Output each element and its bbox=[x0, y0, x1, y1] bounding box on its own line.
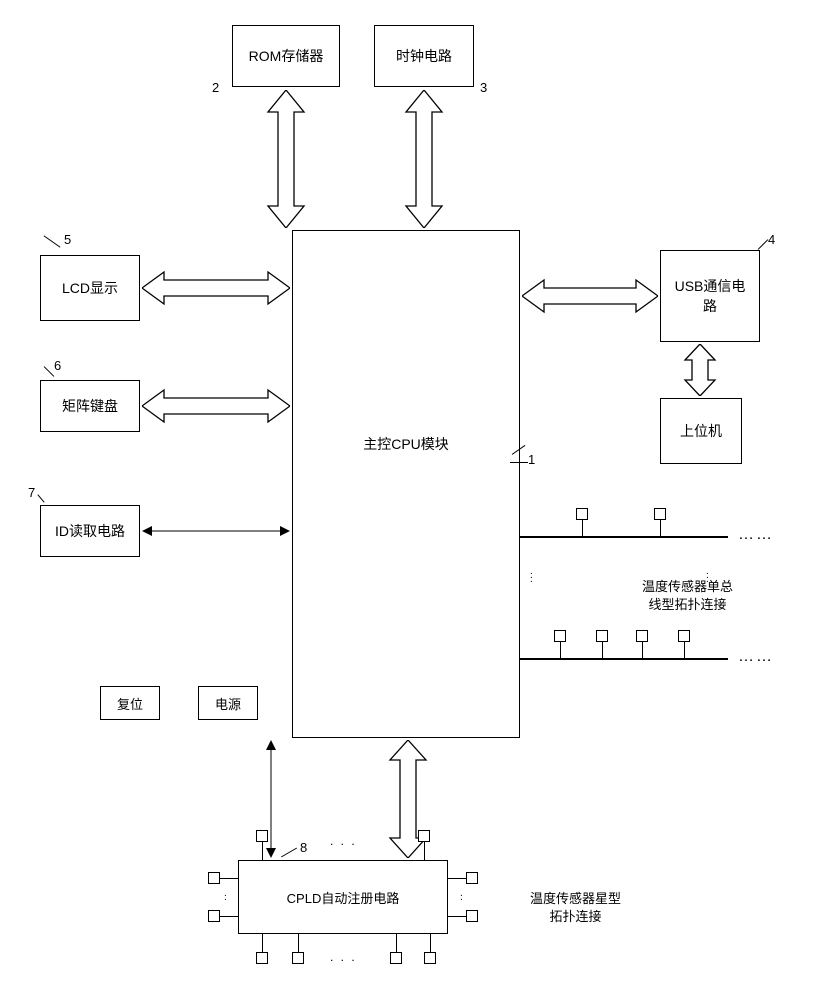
lcd-block: LCD显示 bbox=[40, 255, 140, 321]
num-5: 5 bbox=[64, 232, 71, 247]
bus2-n4 bbox=[678, 630, 690, 642]
lcd-lead bbox=[44, 235, 61, 247]
star-t1 bbox=[256, 830, 268, 842]
clock-label: 时钟电路 bbox=[396, 46, 452, 66]
star-b2 bbox=[292, 952, 304, 964]
star-l2 bbox=[208, 910, 220, 922]
star-l1-s bbox=[220, 878, 238, 879]
keypad-block: 矩阵键盘 bbox=[40, 380, 140, 432]
idread-lead bbox=[37, 494, 44, 502]
arrow-clock-cpu bbox=[402, 90, 446, 228]
star-topology-label: 温度传感器星型 拓扑连接 bbox=[530, 890, 621, 926]
bus2-n2 bbox=[596, 630, 608, 642]
star-t1-s bbox=[262, 842, 263, 860]
star-t3-s bbox=[424, 842, 425, 860]
host-label: 上位机 bbox=[680, 421, 722, 441]
arrow-id-cpu bbox=[142, 524, 290, 538]
num-4: 4 bbox=[768, 232, 775, 247]
star-r1 bbox=[466, 872, 478, 884]
star-t3 bbox=[418, 830, 430, 842]
usb-block: USB通信电 路 bbox=[660, 250, 760, 342]
bus2-n3 bbox=[636, 630, 648, 642]
cpld-block: CPLD自动注册电路 bbox=[238, 860, 448, 934]
num-6: 6 bbox=[54, 358, 61, 373]
arrow-rom-cpu bbox=[264, 90, 308, 228]
bus-row2 bbox=[520, 658, 728, 660]
bus1-n2 bbox=[654, 508, 666, 520]
star-b4 bbox=[424, 952, 436, 964]
star-b3-s bbox=[396, 934, 397, 952]
power-label: 电源 bbox=[215, 694, 241, 713]
bus1-n2-stem bbox=[660, 520, 661, 536]
bus2-dots: …… bbox=[738, 648, 774, 666]
star-dots-left: .. bbox=[224, 892, 227, 900]
clock-block: 时钟电路 bbox=[374, 25, 474, 87]
idread-label: ID读取电路 bbox=[55, 521, 125, 541]
star-dots-right: .. bbox=[460, 892, 463, 900]
lcd-label: LCD显示 bbox=[62, 278, 118, 298]
star-b2-s bbox=[298, 934, 299, 952]
cpu-num-lead bbox=[510, 462, 528, 463]
arrow-lcd-cpu bbox=[142, 268, 290, 308]
idread-block: ID读取电路 bbox=[40, 505, 140, 557]
bus-vdots-right: ... bbox=[706, 570, 709, 582]
num-7: 7 bbox=[28, 485, 35, 500]
star-r2 bbox=[466, 910, 478, 922]
reset-label: 复位 bbox=[117, 694, 143, 713]
num-1: 1 bbox=[528, 452, 535, 467]
cpu-label: 主控CPU模块 bbox=[363, 434, 449, 454]
rom-block: ROM存储器 bbox=[232, 25, 340, 87]
bus2-n4-stem bbox=[684, 642, 685, 658]
star-r2-s bbox=[448, 916, 466, 917]
star-r1-s bbox=[448, 878, 466, 879]
star-dots-bottom: . . . bbox=[330, 950, 357, 964]
bus-row1 bbox=[520, 536, 728, 538]
arrow-keypad-cpu bbox=[142, 386, 290, 426]
reset-block: 复位 bbox=[100, 686, 160, 720]
star-l2-s bbox=[220, 916, 238, 917]
num-8: 8 bbox=[300, 840, 307, 855]
usb-label: USB通信电 路 bbox=[675, 276, 746, 316]
bus-topology-label: 温度传感器单总 线型拓扑连接 bbox=[642, 578, 733, 614]
bus2-n3-stem bbox=[642, 642, 643, 658]
star-dots-top: . . . bbox=[330, 834, 357, 848]
star-b1 bbox=[256, 952, 268, 964]
arrow-cpu-usb bbox=[522, 276, 658, 316]
cpu-block: 主控CPU模块 bbox=[292, 230, 520, 738]
star-b3 bbox=[390, 952, 402, 964]
host-block: 上位机 bbox=[660, 398, 742, 464]
bus2-n1-stem bbox=[560, 642, 561, 658]
cpld-lead bbox=[281, 848, 297, 858]
cpld-label: CPLD自动注册电路 bbox=[287, 888, 400, 907]
bus2-n2-stem bbox=[602, 642, 603, 658]
power-block: 电源 bbox=[198, 686, 258, 720]
bus1-n1-stem bbox=[582, 520, 583, 536]
num-3: 3 bbox=[480, 80, 487, 95]
bus2-n1 bbox=[554, 630, 566, 642]
bus1-n1 bbox=[576, 508, 588, 520]
star-l1 bbox=[208, 872, 220, 884]
keypad-lead bbox=[44, 366, 55, 377]
usb-lead bbox=[758, 239, 769, 250]
star-b1-s bbox=[262, 934, 263, 952]
keypad-label: 矩阵键盘 bbox=[62, 396, 118, 416]
bus-vdots-left: ... bbox=[530, 570, 533, 582]
num-2: 2 bbox=[212, 80, 219, 95]
star-b4-s bbox=[430, 934, 431, 952]
arrow-usb-host bbox=[682, 344, 718, 396]
bus1-dots: …… bbox=[738, 526, 774, 544]
rom-label: ROM存储器 bbox=[249, 46, 324, 66]
